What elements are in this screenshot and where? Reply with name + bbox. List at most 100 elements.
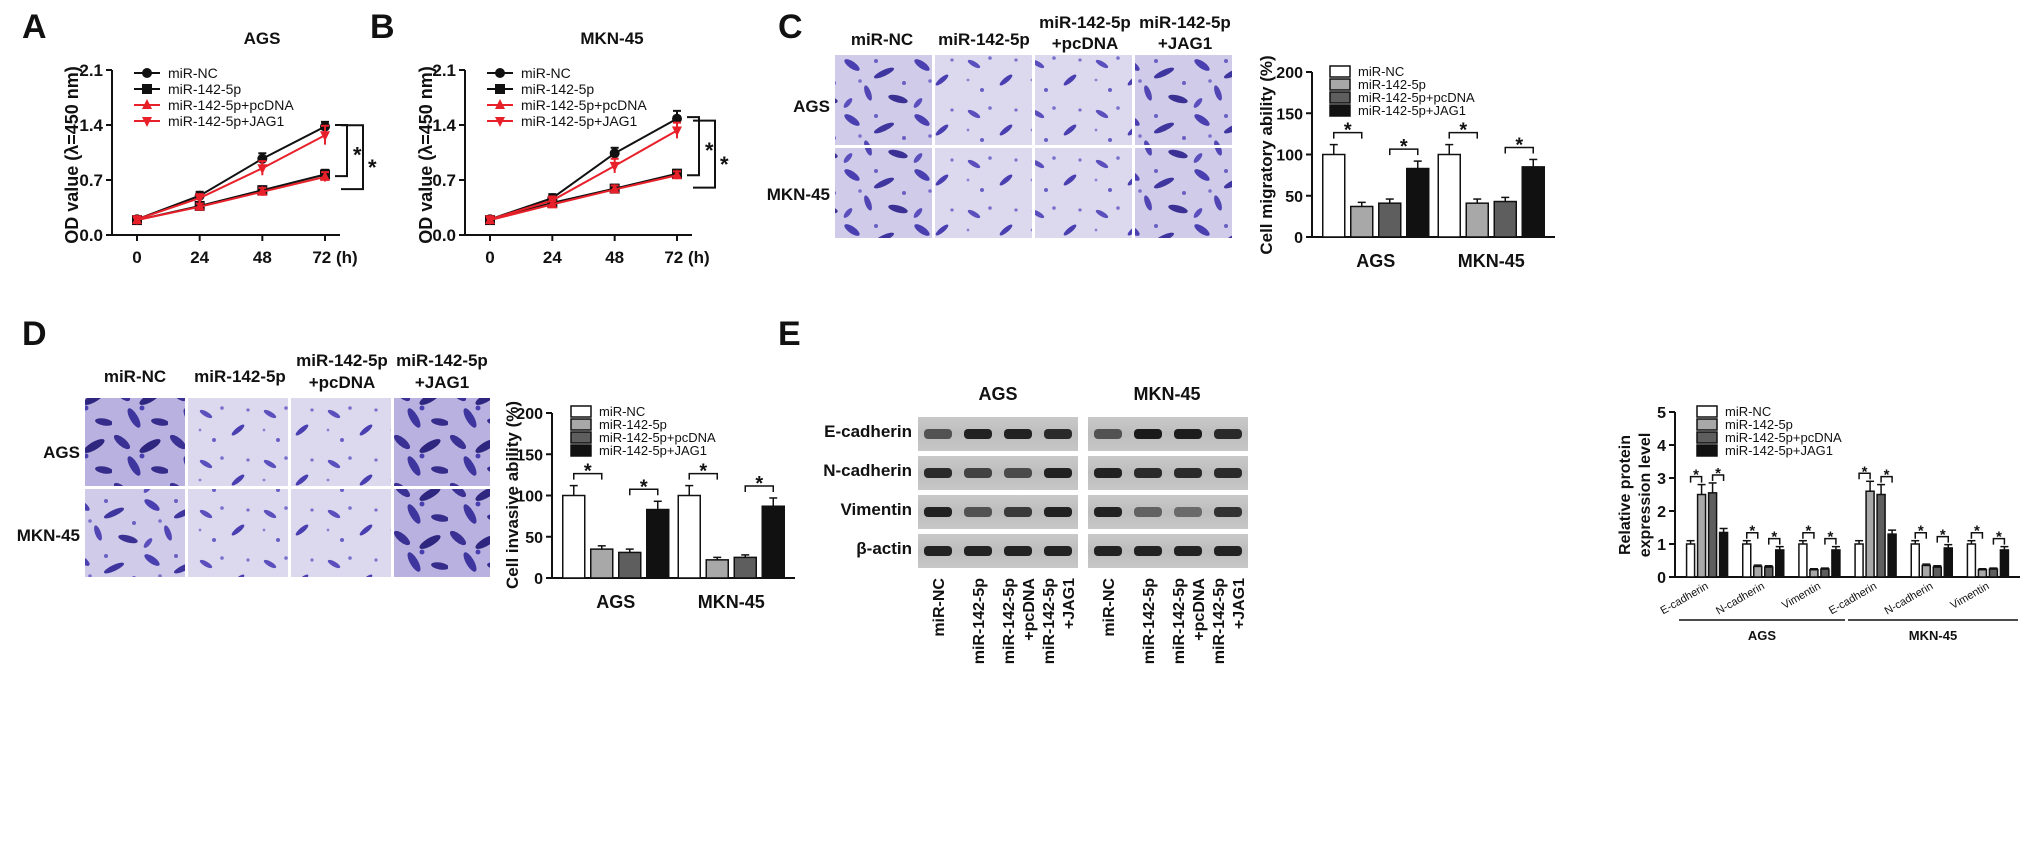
y-tick-label: 100 <box>516 489 543 506</box>
x-category-label: N-cadherin <box>1883 580 1936 617</box>
blot-band <box>1004 546 1032 556</box>
blot-lane-label: +pcDNA <box>1191 578 1208 641</box>
significance-star: * <box>705 138 714 163</box>
blot-lane-label: +JAG1 <box>1231 578 1248 629</box>
y-tick-label: 0 <box>534 571 543 588</box>
y-tick-label: 1 <box>1657 537 1666 554</box>
significance-bracket <box>1992 537 2006 545</box>
bar <box>618 551 642 579</box>
blot-group-label: MKN-45 <box>1133 384 1200 404</box>
bar <box>1887 533 1897 578</box>
x-tick-label: 0 <box>132 248 141 267</box>
blot-band <box>924 546 952 556</box>
significance-star: * <box>640 476 648 498</box>
blot-lane-label: miR-142-5p <box>1171 578 1188 664</box>
bar <box>646 508 670 579</box>
bar <box>1406 167 1430 238</box>
legend-label: miR-142-5p+pcDNA <box>1358 90 1475 105</box>
legend-label: miR-NC <box>599 404 645 419</box>
blot-band <box>964 546 992 556</box>
panel-c-ylabel: Cell migratory ability (%) <box>1257 55 1276 254</box>
blot-lane-label: +JAG1 <box>1061 578 1078 629</box>
x-tick-label: 72 (h) <box>312 248 357 267</box>
blot-lane-label: +pcDNA <box>1021 578 1038 641</box>
panel-c-image-grid <box>835 55 1232 238</box>
panel-d-col-label: +JAG1 <box>415 373 469 392</box>
significance-star: * <box>699 461 707 483</box>
bar <box>1764 566 1774 578</box>
data-point <box>609 161 620 172</box>
legend-marker <box>495 84 505 94</box>
significance-bracket <box>1504 146 1534 154</box>
bar <box>1999 549 2010 578</box>
y-tick-label: 2.1 <box>79 61 103 80</box>
x-group-label: AGS <box>1748 628 1777 643</box>
bar <box>1707 492 1718 578</box>
legend-label: miR-142-5p+pcDNA <box>168 97 294 113</box>
y-tick-label: 3 <box>1657 471 1666 488</box>
legend-label: miR-NC <box>1358 64 1404 79</box>
legend-marker <box>142 117 152 127</box>
significance-star: * <box>755 473 763 495</box>
bar <box>1831 549 1841 578</box>
panel-e-ylabel-2: expression level <box>1637 433 1654 558</box>
legend-swatch <box>570 405 592 418</box>
legend-marker <box>142 99 152 109</box>
blot-band <box>1134 429 1162 439</box>
blot-band <box>1134 468 1162 478</box>
series-line <box>136 175 326 222</box>
series-line <box>136 125 326 221</box>
micrograph <box>1035 55 1132 145</box>
x-tick-label: 48 <box>253 248 272 267</box>
western-blot-panel <box>918 417 1248 568</box>
panel-d-col-label: miR-NC <box>104 367 166 386</box>
significance-bracket <box>1448 131 1478 139</box>
blot-band <box>1004 507 1032 517</box>
significance-bracket <box>573 472 603 480</box>
legend-swatch <box>1696 444 1718 457</box>
blot-band <box>924 507 952 517</box>
legend-label: miR-142-5p+JAG1 <box>1725 443 1833 458</box>
micrograph <box>835 148 932 238</box>
y-tick-label: 50 <box>525 530 543 547</box>
significance-star: * <box>1715 465 1721 482</box>
micrograph <box>1035 148 1132 238</box>
blot-row-label: β-actin <box>856 539 912 558</box>
series-line <box>489 174 678 222</box>
x-tick-label: 0 <box>485 248 494 267</box>
significance-bracket <box>1768 537 1781 545</box>
panel-letter-a: A <box>22 8 47 46</box>
legend-swatch <box>1696 405 1718 418</box>
bar <box>1865 490 1875 578</box>
significance-star: * <box>1515 134 1523 156</box>
significance-star: * <box>1974 523 1980 540</box>
legend-label: miR-142-5p+JAG1 <box>1358 103 1466 118</box>
bar <box>733 556 757 579</box>
panel-letter-e: E <box>778 315 801 353</box>
x-category-label: E-cadherin <box>1827 580 1879 617</box>
legend-marker <box>495 99 505 109</box>
significance-star: * <box>368 155 377 180</box>
micrograph <box>935 148 1032 238</box>
x-category-label: Vimentin <box>1949 580 1992 612</box>
panel-letter-c: C <box>778 8 803 46</box>
x-tick-label: 72 (h) <box>664 248 709 267</box>
y-tick-label: 100 <box>1276 148 1303 165</box>
panel-d-col-label: +pcDNA <box>309 373 376 392</box>
significance-bracket <box>341 124 364 191</box>
significance-bracket <box>1746 531 1759 539</box>
blot-band <box>964 507 992 517</box>
blot-band <box>1044 468 1072 478</box>
significance-bracket <box>1689 475 1703 483</box>
panel-c-col-label: miR-NC <box>851 30 913 49</box>
blot-lane-label: miR-NC <box>931 578 948 637</box>
panel-c-col-label: +JAG1 <box>1158 34 1212 53</box>
legend-swatch <box>570 444 592 457</box>
significance-star: * <box>1693 467 1699 484</box>
blot-row-label: N-cadherin <box>823 461 912 480</box>
legend-label: miR-NC <box>1725 404 1771 419</box>
significance-star: * <box>1459 120 1467 142</box>
significance-bracket <box>1389 148 1419 156</box>
significance-bracket <box>1858 472 1871 480</box>
